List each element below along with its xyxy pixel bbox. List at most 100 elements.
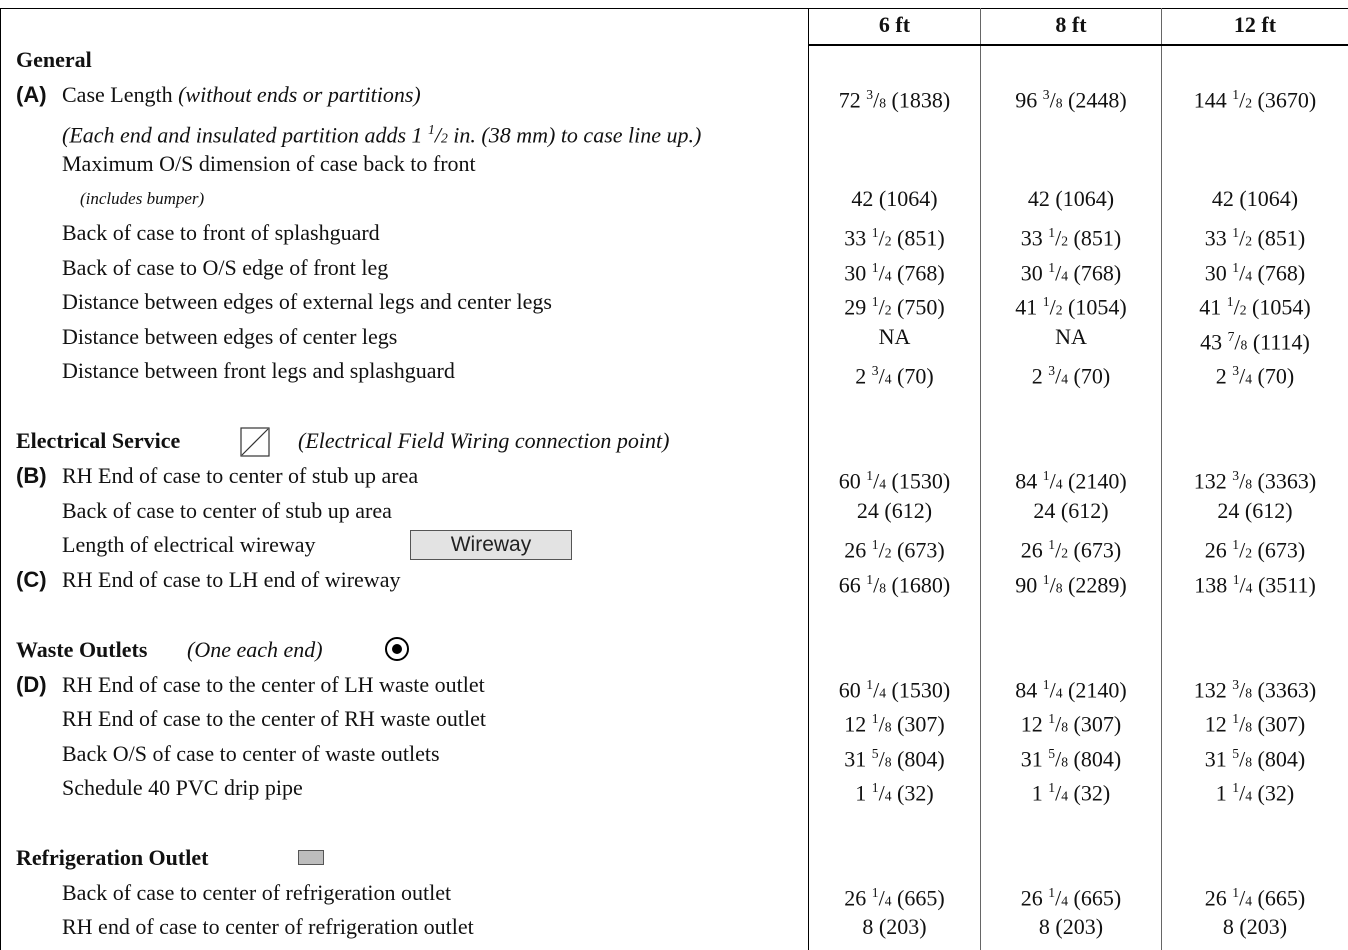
value-6ft: 12 1/8 (307) xyxy=(844,711,945,737)
table-left-border xyxy=(0,8,1,950)
value-6ft: 30 1/4 (768) xyxy=(844,260,945,286)
row-label: Back of case to front of splashguard xyxy=(62,220,380,245)
value-6ft: 26 1/4 (665) xyxy=(844,885,945,911)
section-note: (Electrical Field Wiring connection poin… xyxy=(298,428,670,453)
value-6ft: 33 1/2 (851) xyxy=(844,225,945,251)
column-header-12ft: 12 ft xyxy=(1233,12,1277,37)
value-8ft: 31 5/8 (804) xyxy=(1020,746,1122,772)
section-title: Refrigeration Outlet xyxy=(16,845,209,870)
row-sublabel: (includes bumper) xyxy=(80,189,205,208)
section-electrical-heading: Electrical Service (Electrical Field Wir… xyxy=(0,424,1348,458)
value-8ft: 2 3/4 (70) xyxy=(1031,363,1111,389)
value-6ft: 66 1/8 (1680) xyxy=(838,572,951,598)
value-6ft: 26 1/2 (673) xyxy=(844,537,945,563)
value-12ft: 138 1/4 (3511) xyxy=(1194,572,1316,598)
row-letter: (A) xyxy=(16,82,47,107)
table-row: Back of case to O/S edge of front leg 30… xyxy=(0,251,1348,285)
value-8ft: 26 1/4 (665) xyxy=(1020,885,1122,911)
table-row-b: (B) RH End of case to center of stub up … xyxy=(0,459,1348,493)
value-12ft: 12 1/8 (307) xyxy=(1204,711,1306,737)
table-row: Distance between front legs and splashgu… xyxy=(0,354,1348,388)
row-label: Distance between edges of center legs xyxy=(62,324,398,349)
value-12ft: 41 1/2 (1054) xyxy=(1199,294,1311,320)
header-underline xyxy=(808,44,1348,46)
value-12ft: 8 (203) xyxy=(1222,914,1288,939)
section-waste-heading: Waste Outlets (One each end) xyxy=(0,633,1348,667)
row-label: Distance between front legs and splashgu… xyxy=(62,358,455,383)
value-12ft: 33 1/2 (851) xyxy=(1204,225,1306,251)
end-partition-note: (Each end and insulated partition adds 1… xyxy=(62,122,702,148)
value-12ft: 43 7/8 (1114) xyxy=(1200,329,1310,355)
column-header-6ft: 6 ft xyxy=(878,12,911,37)
value-8ft: 26 1/2 (673) xyxy=(1020,537,1122,563)
row-letter: (D) xyxy=(16,672,47,697)
table-row: Back O/S of case to center of waste outl… xyxy=(0,737,1348,771)
value-12ft: 26 1/4 (665) xyxy=(1204,885,1306,911)
row-label: RH End of case to the center of RH waste… xyxy=(62,706,486,731)
value-12ft: 1 1/4 (32) xyxy=(1215,780,1295,806)
value-8ft: 33 1/2 (851) xyxy=(1020,225,1122,251)
row-label: Case Length (without ends or partitions) xyxy=(62,78,421,112)
section-note: (One each end) xyxy=(187,637,323,662)
row-label: Back of case to center of refrigeration … xyxy=(62,880,452,905)
table-row: Distance between edges of external legs … xyxy=(0,285,1348,319)
value-6ft: NA xyxy=(878,324,911,349)
value-8ft: 1 1/4 (32) xyxy=(1031,780,1111,806)
table-row: Back of case to center of stub up area 2… xyxy=(0,494,1348,528)
table-row: Length of electrical wireway Wireway 26 … xyxy=(0,528,1348,562)
value-12ft: 26 1/2 (673) xyxy=(1204,537,1306,563)
value-6ft: 60 1/4 (1530) xyxy=(838,677,951,703)
value-8ft: 96 3/8 (2448) xyxy=(1015,87,1127,113)
row-label: Distance between edges of external legs … xyxy=(62,289,552,314)
wireway-legend-box: Wireway xyxy=(410,530,572,560)
waste-outlet-icon xyxy=(385,637,409,661)
table-row: Distance between edges of center legs NA… xyxy=(0,320,1348,354)
table-top-border xyxy=(0,8,1348,9)
value-8ft: 41 1/2 (1054) xyxy=(1015,294,1127,320)
row-label: Length of electrical wireway xyxy=(62,532,316,557)
value-8ft: 12 1/8 (307) xyxy=(1020,711,1122,737)
value-12ft: 31 5/8 (804) xyxy=(1204,746,1306,772)
row-label: Maximum O/S dimension of case back to fr… xyxy=(62,151,476,176)
value-8ft: 8 (203) xyxy=(1038,914,1104,939)
value-8ft: NA xyxy=(1055,324,1087,349)
value-8ft: 84 1/4 (2140) xyxy=(1015,468,1127,494)
section-title: Electrical Service xyxy=(16,428,181,453)
value-6ft: 29 1/2 (750) xyxy=(844,294,945,320)
value-12ft: 144 1/2 (3670) xyxy=(1193,87,1317,113)
table-row-d: (D) RH End of case to the center of LH w… xyxy=(0,668,1348,702)
value-8ft: 30 1/4 (768) xyxy=(1020,260,1122,286)
table-row-max-dimension: Maximum O/S dimension of case back to fr… xyxy=(0,147,1348,181)
table-row-end-note: (Each end and insulated partition adds 1… xyxy=(0,113,1348,147)
section-title: General xyxy=(16,47,92,72)
value-6ft: 72 3/8 (1838) xyxy=(838,87,951,113)
section-refrigeration-heading: Refrigeration Outlet xyxy=(0,841,1348,875)
value-12ft: 30 1/4 (768) xyxy=(1204,260,1306,286)
value-6ft: 24 (612) xyxy=(856,498,933,523)
value-12ft: 2 3/4 (70) xyxy=(1215,363,1295,389)
column-divider-1 xyxy=(808,8,809,950)
table-row: Schedule 40 PVC drip pipe 1 1/4 (32) 1 1… xyxy=(0,771,1348,805)
row-letter: (C) xyxy=(16,567,47,592)
column-header-8ft: 8 ft xyxy=(1055,12,1087,37)
row-label: Schedule 40 PVC drip pipe xyxy=(62,775,303,800)
value-6ft: 2 3/4 (70) xyxy=(855,363,934,389)
value-8ft: 24 (612) xyxy=(1033,498,1109,523)
value-12ft: 132 3/8 (3363) xyxy=(1193,677,1317,703)
refrigeration-outlet-icon xyxy=(298,850,324,865)
value-8ft: 42 (1064) xyxy=(1027,186,1115,211)
value-6ft: 42 (1064) xyxy=(851,186,938,211)
value-8ft: 84 1/4 (2140) xyxy=(1015,677,1127,703)
value-6ft: 1 1/4 (32) xyxy=(855,780,934,806)
row-label: Back O/S of case to center of waste outl… xyxy=(62,741,440,766)
table-row: RH end of case to center of refrigeratio… xyxy=(0,910,1348,944)
column-divider-3 xyxy=(1161,8,1162,950)
row-label: RH end of case to center of refrigeratio… xyxy=(62,914,474,939)
table-row-max-dimension-values: (includes bumper) 42 (1064) 42 (1064) 42… xyxy=(0,182,1348,216)
value-8ft: 90 1/8 (2289) xyxy=(1015,572,1127,598)
table-row-c: (C) RH End of case to LH end of wireway … xyxy=(0,563,1348,597)
value-6ft: 8 (203) xyxy=(862,914,927,939)
field-wiring-connection-icon xyxy=(240,427,270,457)
row-label-text: Case Length xyxy=(62,82,173,107)
